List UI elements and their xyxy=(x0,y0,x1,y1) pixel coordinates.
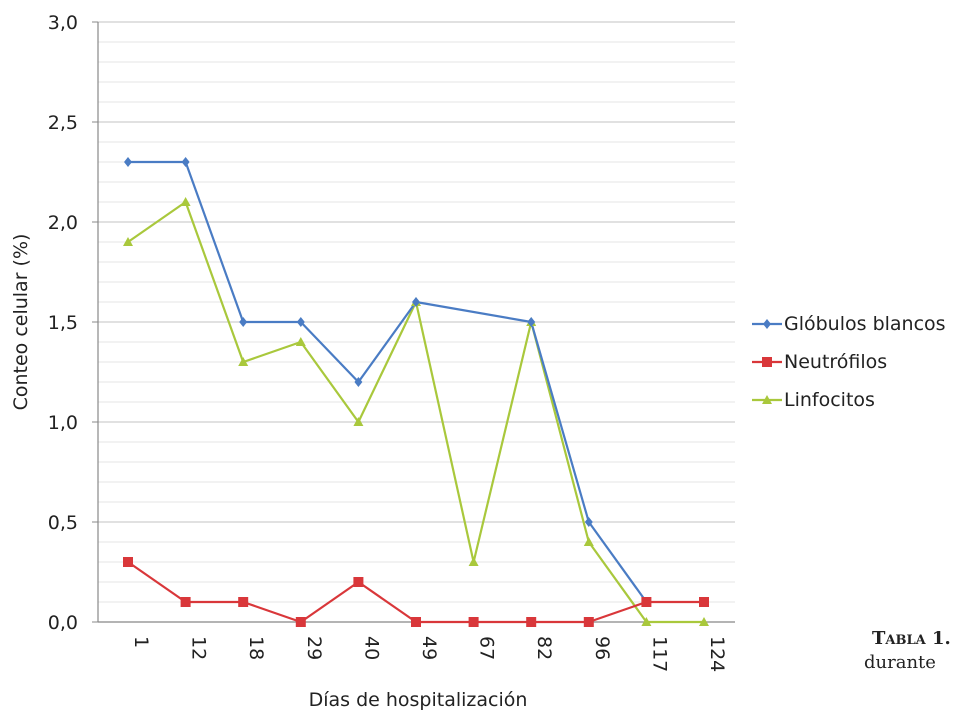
x-tick-label: 12 xyxy=(188,636,210,660)
y-tick-labels: 0,0 0,5 1,0 1,5 2,0 2,5 3,0 xyxy=(48,12,98,634)
data-point-1 xyxy=(584,617,594,627)
legend-label: Glóbulos blancos xyxy=(784,313,946,335)
caption-label: Tabla 1. xyxy=(872,628,951,649)
caption-text: durante xyxy=(864,652,936,673)
x-tick-label: 40 xyxy=(360,636,382,660)
data-point-1 xyxy=(353,577,363,587)
series-line-2 xyxy=(128,202,704,622)
legend-swatch-marker xyxy=(763,319,771,329)
series-line-1 xyxy=(128,562,704,622)
gridlines xyxy=(98,22,735,602)
x-tick-label: 18 xyxy=(245,636,267,660)
data-point-0 xyxy=(239,317,247,327)
x-tick-label: 29 xyxy=(303,636,325,660)
y-tick-label: 2,0 xyxy=(48,212,78,234)
data-point-0 xyxy=(182,157,190,167)
data-point-1 xyxy=(181,597,191,607)
y-tick-label: 2,5 xyxy=(48,112,78,134)
y-tick-label: 3,0 xyxy=(48,12,78,34)
x-tick-label: 1 xyxy=(130,636,152,648)
legend-swatch-marker xyxy=(762,357,772,367)
x-tick-label: 117 xyxy=(648,636,670,672)
x-axis-title: Días de hospitalización xyxy=(309,689,528,711)
legend-label: Linfocitos xyxy=(784,389,875,411)
y-tick-label: 1,0 xyxy=(48,412,78,434)
series-markers xyxy=(123,157,709,627)
data-point-1 xyxy=(296,617,306,627)
legend-label: Neutrófilos xyxy=(784,351,887,373)
x-tick-label: 49 xyxy=(418,636,440,660)
x-tick-labels: 1 12 18 29 40 49 67 82 96 117 124 xyxy=(130,636,728,672)
data-point-1 xyxy=(238,597,248,607)
x-tick-label: 67 xyxy=(476,636,498,660)
data-point-1 xyxy=(641,597,651,607)
series-lines xyxy=(128,162,704,622)
data-point-1 xyxy=(699,597,709,607)
data-point-1 xyxy=(411,617,421,627)
x-tick-label: 96 xyxy=(591,636,613,660)
data-point-1 xyxy=(123,557,133,567)
y-tick-label: 0,0 xyxy=(48,612,78,634)
x-tick-label: 82 xyxy=(533,636,555,660)
x-tick-label: 124 xyxy=(706,636,728,672)
data-point-1 xyxy=(526,617,536,627)
data-point-0 xyxy=(124,157,132,167)
y-tick-label: 0,5 xyxy=(48,512,78,534)
legend: Glóbulos blancos Neutrófilos Linfocitos xyxy=(752,313,946,411)
y-axis-title: Conteo celular (%) xyxy=(10,234,32,411)
data-point-1 xyxy=(469,617,479,627)
y-tick-label: 1,5 xyxy=(48,312,78,334)
